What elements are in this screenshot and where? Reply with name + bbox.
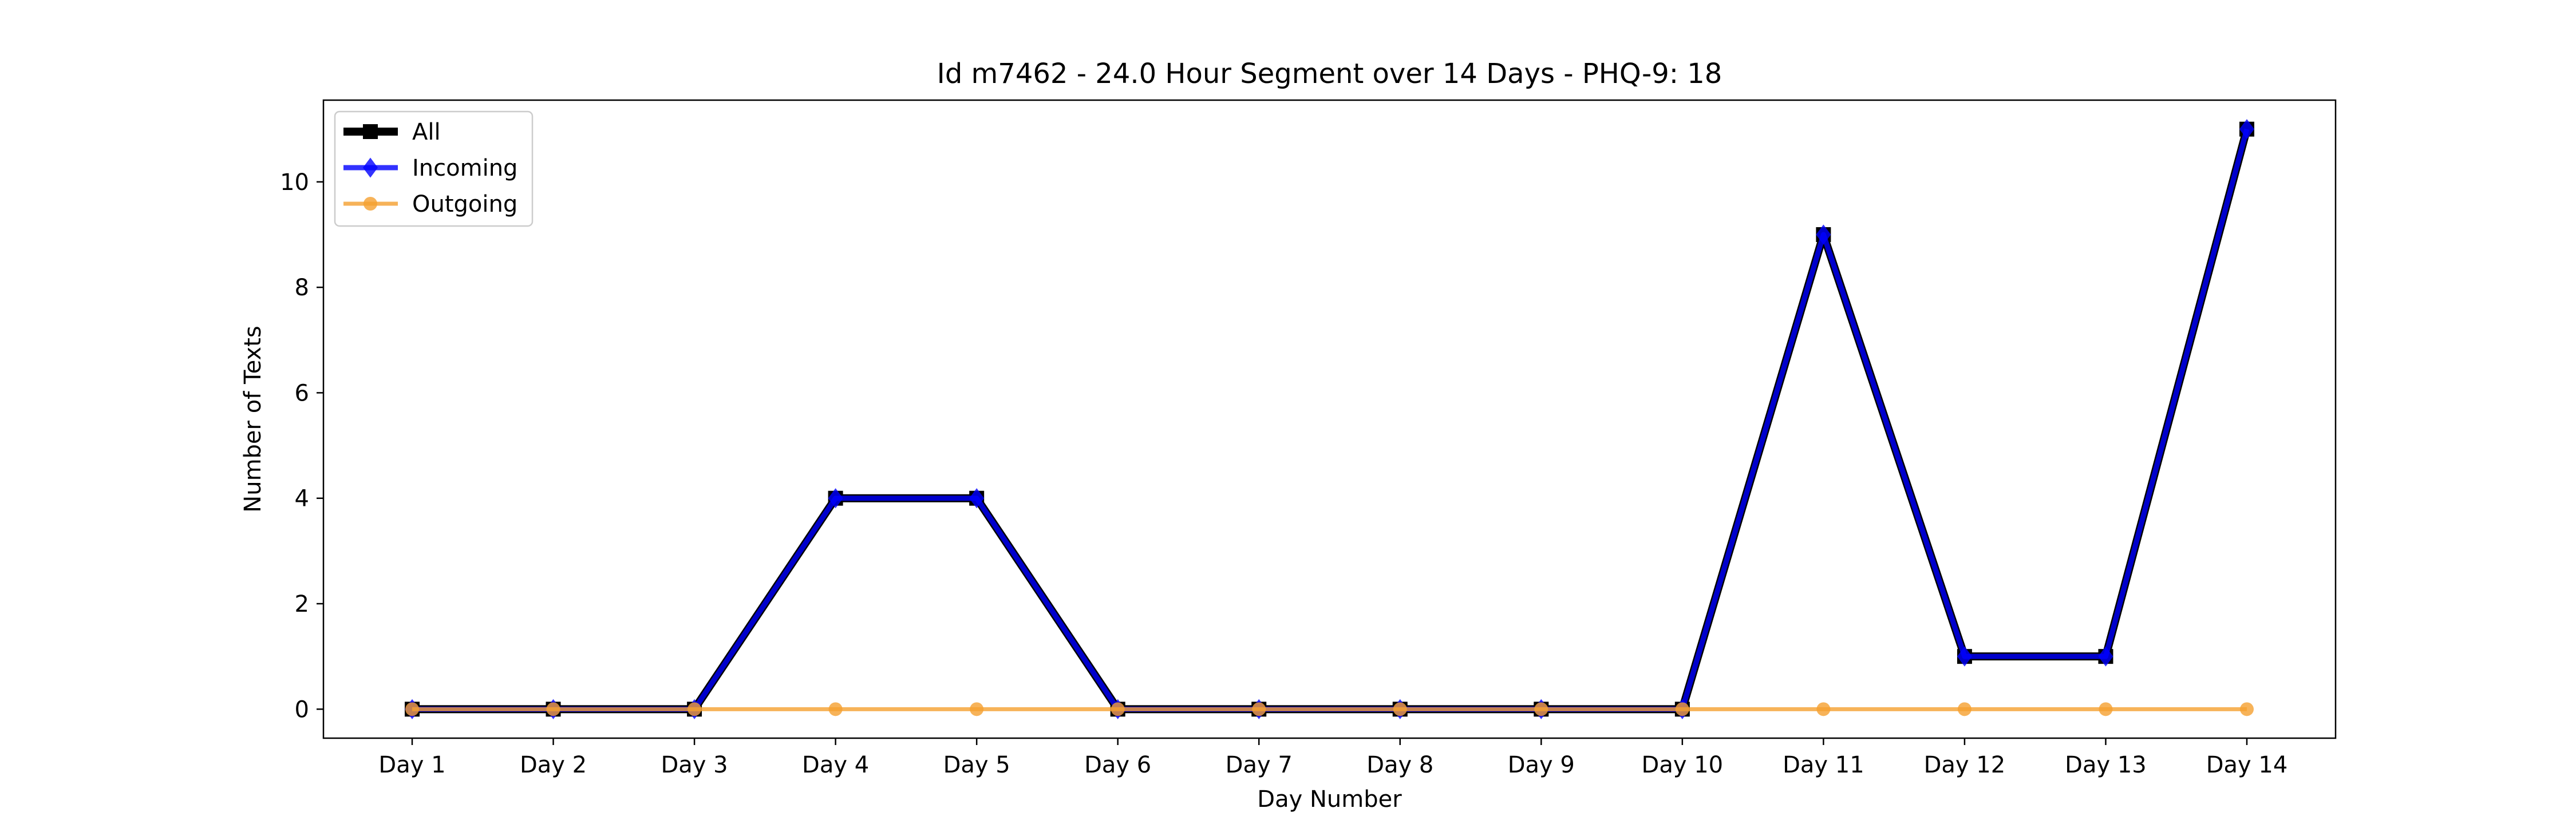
x-tick-label: Day 2 (520, 752, 587, 778)
y-tick-label: 10 (280, 169, 309, 196)
data-point (969, 488, 985, 509)
data-point (2098, 646, 2113, 667)
data-point (1252, 702, 1266, 716)
y-axis-label: Number of Texts (240, 326, 266, 512)
data-point (1675, 702, 1689, 716)
data-point (1957, 702, 1971, 716)
data-point (405, 702, 419, 716)
y-tick-label: 0 (295, 696, 309, 723)
data-point (970, 702, 984, 716)
series-line (412, 128, 2250, 712)
data-point (2240, 702, 2254, 716)
legend: All Incoming Outgoing (334, 110, 534, 227)
data-point (1816, 702, 1831, 716)
legend-item: All (343, 119, 441, 145)
x-tick-label: Day 10 (1642, 752, 1724, 778)
legend-marker (364, 197, 377, 211)
axis-ticks: Day 1 Day 2 Day 3 Day 4 Day 5 Day 6 Day 7 Day 8… (280, 169, 2287, 778)
data-point (688, 702, 702, 716)
x-tick-label: Day 13 (2065, 752, 2147, 778)
legend-label: Outgoing (412, 191, 517, 217)
data-point (1393, 702, 1407, 716)
legend-label: Incoming (412, 155, 517, 181)
plot-frame (322, 99, 2337, 739)
series-line (412, 128, 2251, 714)
data-point (1111, 702, 1125, 716)
x-tick-label: Day 4 (802, 752, 869, 778)
chart-title: Id m7462 - 24.0 Hour Segment over 14 Day… (937, 58, 1722, 90)
data-point (828, 702, 843, 716)
legend-marker (363, 157, 378, 178)
legend-item: Incoming (343, 155, 517, 181)
data-point (2099, 702, 2113, 716)
x-tick-label: Day 7 (1226, 752, 1293, 778)
legend-box (334, 110, 534, 227)
legend-label: All (412, 119, 441, 145)
series-outgoing (405, 702, 2254, 716)
legend-marker (363, 124, 378, 139)
legend-item: Outgoing (343, 191, 517, 217)
data-point (1816, 224, 1831, 245)
data-point (1957, 646, 1972, 667)
x-tick-label: Day 1 (378, 752, 445, 778)
x-tick-label: Day 8 (1366, 752, 1433, 778)
data-point (546, 702, 560, 716)
series-incoming (405, 119, 2254, 719)
data-point (828, 488, 843, 509)
x-tick-label: Day 6 (1084, 752, 1151, 778)
y-tick-label: 4 (295, 486, 309, 512)
data-point (1534, 702, 1548, 716)
data-point (2239, 119, 2254, 140)
x-tick-label: Day 9 (1508, 752, 1575, 778)
x-tick-label: Day 12 (1924, 752, 2006, 778)
x-tick-label: Day 14 (2206, 752, 2288, 778)
x-axis-label: Day Number (1257, 786, 1402, 813)
x-tick-label: Day 3 (661, 752, 728, 778)
x-tick-label: Day 11 (1783, 752, 1864, 778)
x-tick-label: Day 5 (943, 752, 1010, 778)
series-all (405, 121, 2254, 717)
series-layer (405, 119, 2254, 719)
y-tick-label: 8 (295, 275, 309, 301)
y-tick-label: 2 (295, 591, 309, 617)
y-tick-label: 6 (295, 380, 309, 406)
